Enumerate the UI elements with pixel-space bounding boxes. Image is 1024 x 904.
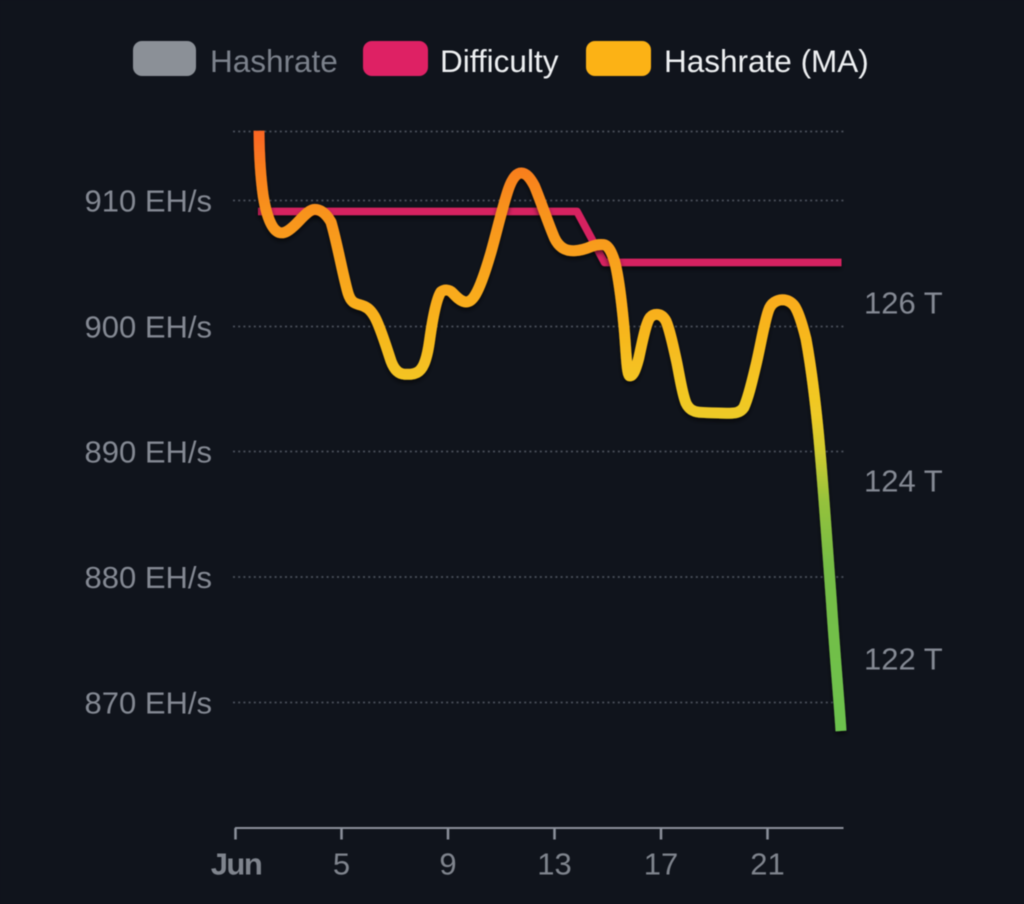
svg-text:126 T: 126 T [864,285,943,320]
svg-text:17: 17 [644,847,678,882]
svg-text:Jun: Jun [211,847,262,882]
svg-text:900 EH/s: 900 EH/s [84,310,212,345]
svg-text:910 EH/s: 910 EH/s [84,184,212,219]
svg-text:9: 9 [439,847,456,882]
svg-text:Hashrate (MA): Hashrate (MA) [664,43,869,79]
svg-text:5: 5 [333,847,350,882]
svg-text:Hashrate: Hashrate [210,43,338,79]
svg-text:21: 21 [750,847,784,882]
svg-text:122 T: 122 T [864,641,943,676]
svg-text:Difficulty: Difficulty [440,43,559,79]
svg-text:890 EH/s: 890 EH/s [84,435,212,470]
svg-text:13: 13 [537,847,571,882]
svg-text:880 EH/s: 880 EH/s [84,560,212,595]
svg-text:124 T: 124 T [864,463,943,498]
svg-text:870 EH/s: 870 EH/s [84,686,212,721]
